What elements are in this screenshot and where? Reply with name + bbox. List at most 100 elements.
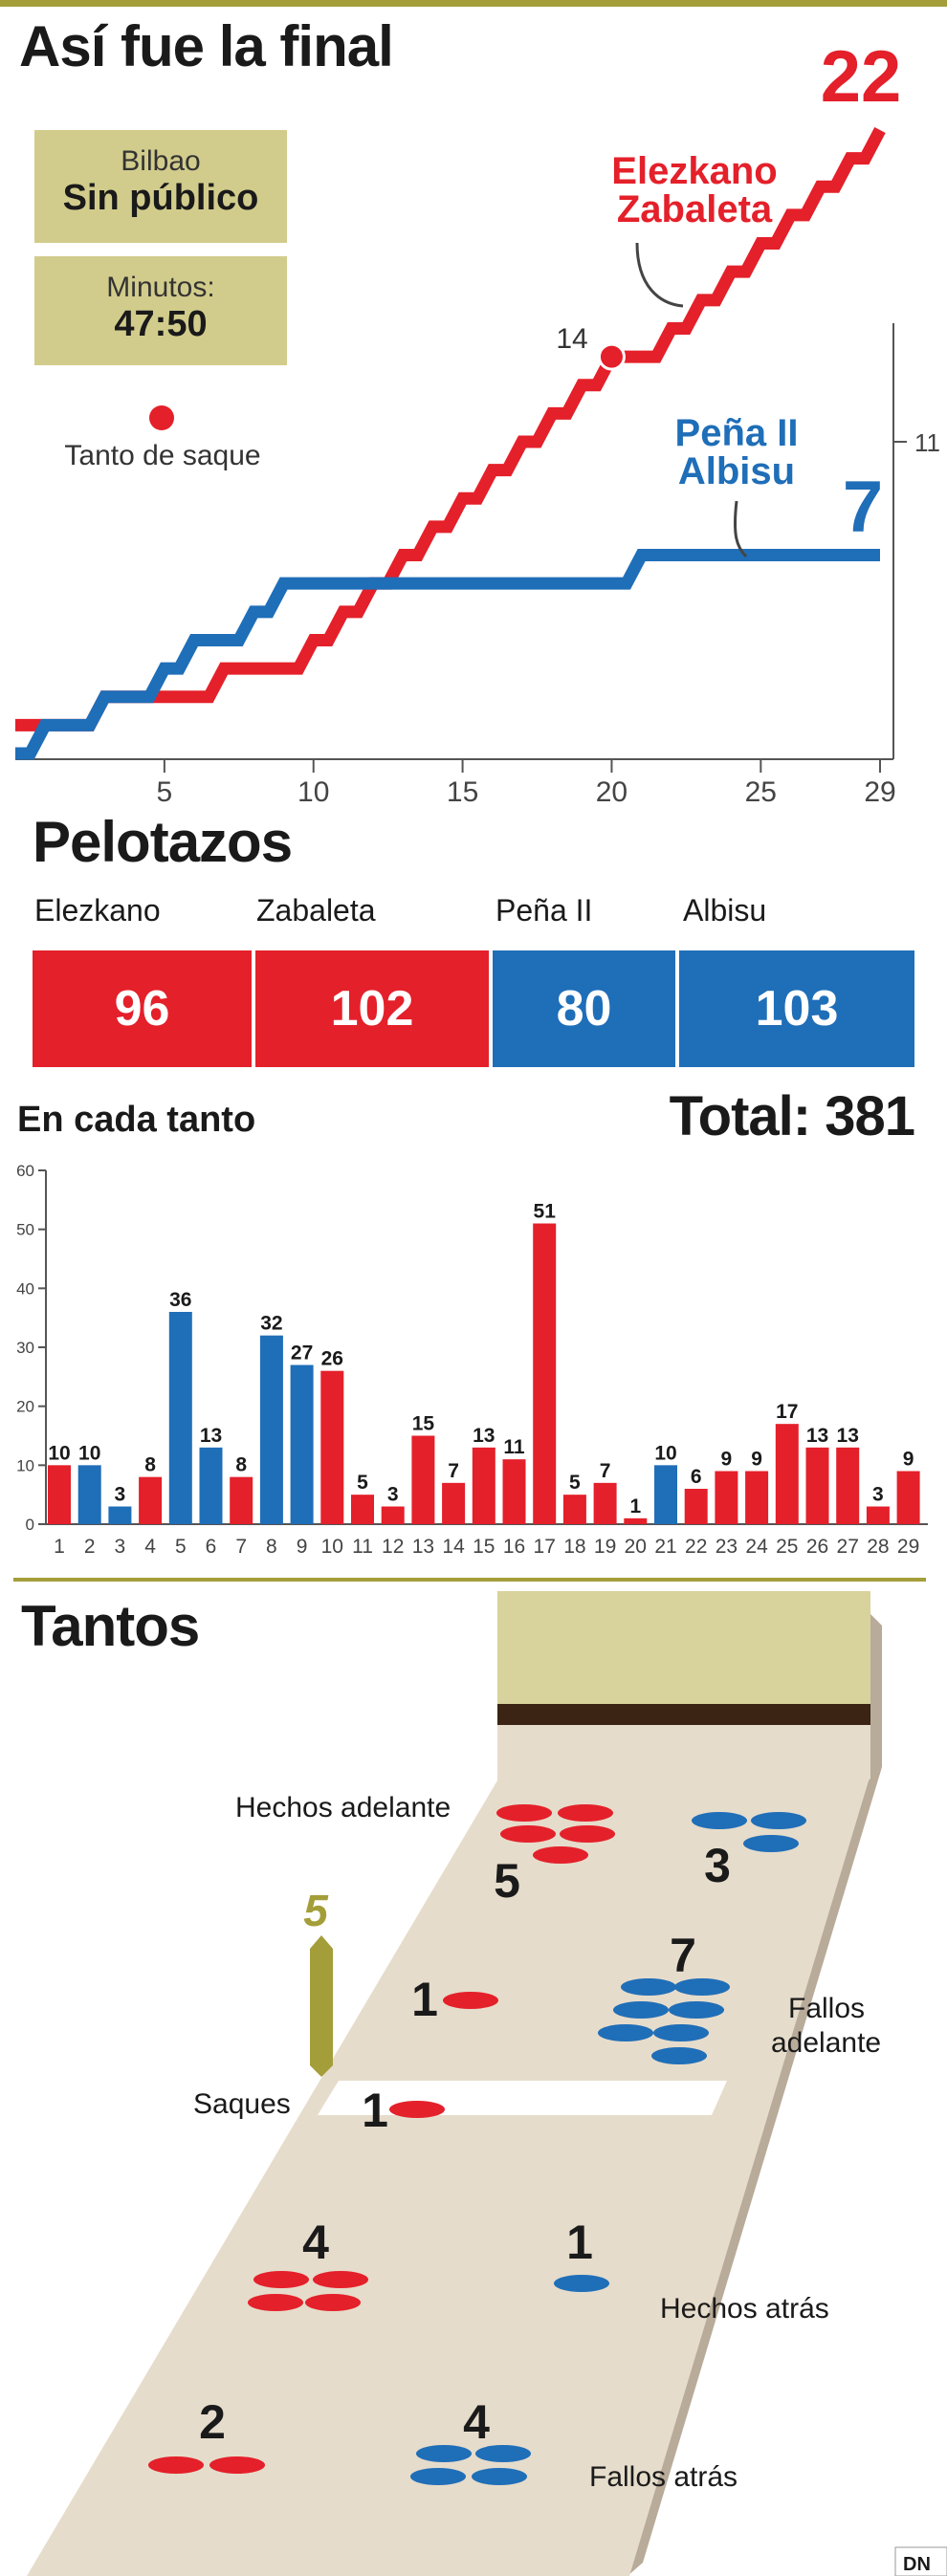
blue-point-dot <box>743 1835 799 1852</box>
count-blue-hechos-atras: 1 <box>566 2216 593 2269</box>
bar-value-label: 10 <box>654 1442 676 1464</box>
bar-value-label: 8 <box>144 1454 156 1476</box>
minutes-box: Minutos: 47:50 <box>34 256 287 365</box>
bar-chart-y-tick-label: 10 <box>16 1456 34 1474</box>
bar-point-26 <box>805 1447 829 1524</box>
marker-number: 5 <box>303 1886 329 1935</box>
line-chart-x-tick-label: 10 <box>297 776 329 808</box>
red-point-dot <box>500 1825 556 1843</box>
line-chart-y-tick-label: 11 <box>914 428 940 457</box>
blue-point-dot <box>651 2047 707 2064</box>
bar-point-21 <box>654 1465 677 1524</box>
venue-label: Bilbao <box>121 145 201 177</box>
count-red-saques: 1 <box>362 2084 388 2137</box>
bar-value-label: 51 <box>534 1201 557 1223</box>
red-point-dot <box>496 1804 552 1822</box>
bar-chart-title: En cada tanto <box>17 1100 256 1140</box>
credit-text: DN <box>903 2554 931 2575</box>
total-label: Total: 381 <box>669 1085 915 1147</box>
pelotazos-value-zabaleta: 102 <box>255 950 489 1067</box>
series-label-zabaleta: Zabaleta <box>617 188 773 230</box>
bar-point-8 <box>259 1335 283 1524</box>
bar-value-label: 3 <box>872 1484 884 1506</box>
count-blue-hechos-adelante: 3 <box>704 1839 731 1892</box>
count-red-fallos-atras: 2 <box>199 2395 226 2449</box>
bar-chart-y-tick-label: 30 <box>16 1339 34 1357</box>
red-point-dot <box>443 1992 498 2009</box>
bar-point-1 <box>48 1465 71 1524</box>
bar-point-27 <box>836 1447 860 1524</box>
bar-category-label: 24 <box>745 1536 768 1558</box>
bar-value-label: 10 <box>78 1442 100 1464</box>
series-label-albisu: Albisu <box>678 450 795 492</box>
bar-value-label: 11 <box>503 1436 525 1458</box>
bar-point-2 <box>77 1465 101 1524</box>
label-hechos-adelante: Hechos adelante <box>235 1792 451 1823</box>
bar-point-7 <box>230 1476 253 1524</box>
bar-value-label: 13 <box>200 1425 222 1447</box>
bar-point-20 <box>624 1517 648 1524</box>
series-line-elezkano-zabaleta <box>15 126 886 731</box>
bar-point-28 <box>866 1506 890 1524</box>
serve-point-marker <box>597 342 626 371</box>
bar-category-label: 12 <box>382 1536 404 1558</box>
line-chart-x-tick-label: 15 <box>447 776 478 808</box>
bar-value-label: 13 <box>837 1425 859 1447</box>
bar-value-label: 7 <box>600 1460 611 1482</box>
bar-value-label: 7 <box>448 1460 459 1482</box>
top-rule <box>0 0 947 7</box>
bar-value-label: 17 <box>776 1401 798 1423</box>
bar-value-label: 36 <box>169 1289 191 1311</box>
marker-post <box>310 1935 333 2077</box>
bar-category-label: 6 <box>206 1536 217 1558</box>
red-point-dot <box>305 2294 361 2311</box>
bar-category-label: 14 <box>442 1536 465 1558</box>
bar-point-16 <box>502 1459 526 1524</box>
bar-point-12 <box>381 1506 405 1524</box>
bar-value-label: 9 <box>751 1449 762 1471</box>
red-point-dot <box>533 1846 588 1864</box>
bar-category-label: 17 <box>534 1536 556 1558</box>
count-red-hechos-adelante: 5 <box>494 1854 520 1908</box>
bar-value-label: 13 <box>473 1425 495 1447</box>
bar-category-label: 18 <box>563 1536 585 1558</box>
bar-value-label: 32 <box>260 1313 282 1335</box>
bar-category-label: 10 <box>321 1536 343 1558</box>
blue-point-dot <box>669 2001 724 2019</box>
annotation-point-14: 14 <box>556 323 587 355</box>
bar-point-18 <box>562 1495 586 1524</box>
bar-point-10 <box>320 1370 344 1524</box>
bar-value-label: 1 <box>629 1495 641 1517</box>
bar-point-24 <box>745 1471 769 1524</box>
section-rule <box>13 1578 926 1582</box>
blue-point-dot <box>475 2445 531 2462</box>
bar-chart-y-tick-label: 0 <box>26 1516 34 1534</box>
bar-category-label: 26 <box>806 1536 828 1558</box>
bar-chart-y-tick-label: 50 <box>16 1221 34 1239</box>
bar-point-11 <box>351 1495 374 1524</box>
bar-category-label: 9 <box>297 1536 308 1558</box>
bar-category-label: 11 <box>352 1536 373 1558</box>
bar-category-label: 23 <box>716 1536 738 1558</box>
pelotazos-value-albisu: 103 <box>679 950 914 1067</box>
bar-point-25 <box>775 1424 799 1524</box>
bar-value-label: 5 <box>569 1472 581 1494</box>
red-point-dot <box>209 2456 265 2474</box>
series-final-blue: 7 <box>843 467 883 548</box>
bar-chart-y-tick-label: 40 <box>16 1279 34 1298</box>
court-floor-side <box>628 1767 882 2576</box>
bar-value-label: 3 <box>115 1484 126 1506</box>
label-fallos-atras: Fallos atrás <box>589 2461 738 2493</box>
pelotazos-title: Pelotazos <box>33 810 293 874</box>
blue-point-dot <box>653 2024 709 2041</box>
bar-category-label: 21 <box>654 1536 676 1558</box>
bar-point-13 <box>411 1435 435 1524</box>
court-diagram: 5 5 3 1 7 1 4 1 2 4 Hechos adelante Fall… <box>27 1591 947 2576</box>
red-point-dot <box>148 2456 204 2474</box>
bar-category-label: 29 <box>897 1536 919 1558</box>
bar-value-label: 27 <box>291 1343 313 1364</box>
bar-category-label: 22 <box>685 1536 707 1558</box>
bar-value-label: 3 <box>387 1484 399 1506</box>
